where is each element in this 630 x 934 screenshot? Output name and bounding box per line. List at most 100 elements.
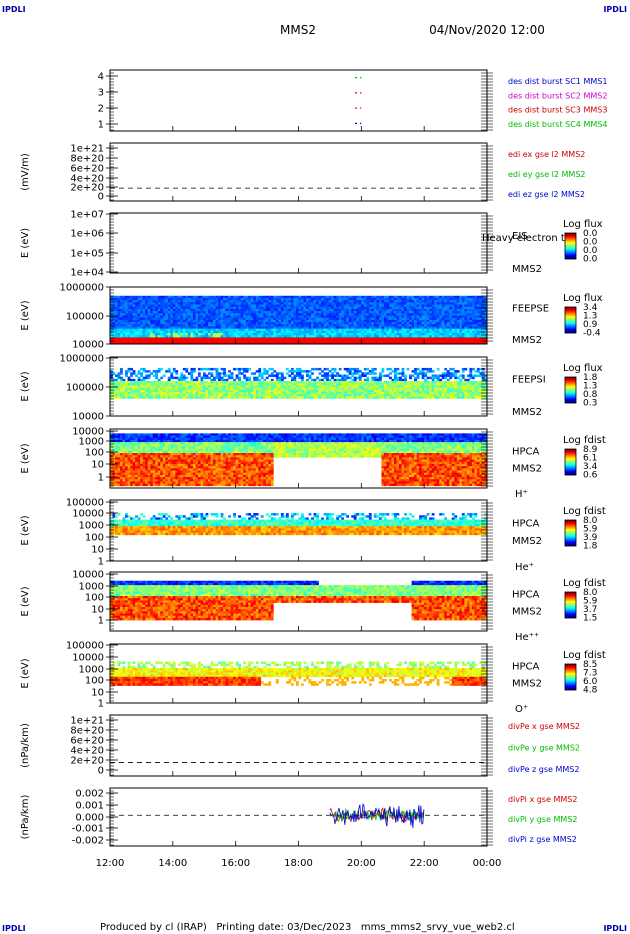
panel-3-spectrogram-cell — [424, 311, 427, 314]
panel-4-spectrogram-cell — [328, 381, 332, 384]
panel-3-spectrogram-cell — [419, 304, 422, 308]
panel-3-spectrogram-cell — [185, 328, 189, 332]
panel-3-spectrogram-cell — [137, 333, 141, 336]
panel-3-spectrogram-cell — [147, 313, 151, 316]
panel-3-spectrogram-cell — [208, 295, 211, 299]
panel-3-spectrogram-cell — [223, 330, 226, 334]
panel-3-spectrogram-cell — [409, 304, 412, 308]
panel-3-spectrogram-cell — [110, 337, 113, 340]
panel-3-spectrogram-cell — [137, 306, 141, 310]
panel-3-spectrogram-cell — [454, 333, 458, 336]
panel-3-spectrogram-cell — [130, 315, 133, 318]
panel-3-spectrogram-cell — [383, 319, 387, 323]
panel-3-spectrogram-cell — [268, 330, 272, 334]
panel-3-spectrogram-cell — [434, 311, 438, 314]
panel-3-spectrogram-cell — [165, 324, 169, 327]
panel-3-spectrogram-cell — [115, 319, 118, 323]
panel-3-spectrogram-cell — [406, 339, 410, 343]
panel-4-spectrogram-cell — [293, 391, 297, 395]
panel-3-spectrogram-cell — [125, 333, 128, 336]
panel-3-spectrogram-cell — [421, 317, 425, 321]
panel-4-spectrogram-cell — [265, 383, 269, 386]
panel-3-spectrogram-cell — [404, 308, 407, 312]
panel-3-spectrogram-cell — [255, 333, 259, 336]
panel-3-spectrogram-cell — [371, 333, 375, 336]
panel-3-spectrogram-cell — [481, 337, 485, 340]
panel-3-spectrogram-cell — [200, 328, 204, 332]
panel-4-spectrogram-cell — [343, 374, 347, 377]
panel-3-spectrogram-cell — [429, 315, 432, 318]
panel-4-spectrogram-cell — [230, 396, 234, 399]
panel-3-spectrogram-cell — [466, 313, 470, 316]
panel-3-spectrogram-cell — [243, 297, 247, 301]
panel-3-spectrogram-cell — [192, 341, 196, 345]
panel-4-spectrogram-cell — [474, 385, 478, 388]
panel-3-spectrogram-cell — [248, 315, 252, 318]
panel-3-spectrogram-cell — [197, 341, 201, 345]
panel-3-spectrogram-cell — [187, 326, 191, 329]
panel-3-spectrogram-cell — [306, 306, 309, 310]
panel-3-spectrogram-cell — [255, 313, 259, 316]
panel-4-spectrogram-cell — [416, 376, 420, 380]
panel-4-spectrogram-cell — [323, 381, 327, 384]
panel-4-spectrogram-cell — [316, 391, 319, 395]
panel-3-spectrogram-cell — [356, 317, 360, 321]
panel-3-spectrogram-cell — [456, 319, 460, 323]
panel-3-spectrogram-cell — [298, 339, 302, 343]
panel-4-spectrogram-cell — [376, 387, 380, 391]
panel-3-spectrogram-cell — [391, 333, 395, 336]
panel-3-spectrogram-cell — [371, 341, 375, 345]
panel-3-spectrogram-cell — [434, 322, 438, 325]
panel-3-spectrogram-cell — [388, 297, 392, 301]
panel-3-spectrogram-cell — [180, 326, 184, 329]
panel-3-spectrogram-cell — [165, 333, 169, 336]
panel-3-spectrogram-cell — [321, 328, 324, 332]
panel-4-spectrogram-cell — [208, 367, 211, 371]
panel-3-spectrogram-cell — [318, 306, 322, 310]
panel-4-spectrogram-cell — [185, 396, 189, 399]
panel-3-spectrogram-cell — [469, 300, 473, 303]
panel-4-spectrogram-cell — [243, 389, 247, 393]
panel-3-spectrogram-cell — [474, 335, 478, 338]
panel-3-spectrogram-cell — [200, 300, 204, 303]
panel-3-spectrogram-cell — [177, 335, 181, 338]
panel-3-spectrogram-cell — [243, 330, 247, 334]
panel-3-spectrogram-cell — [142, 335, 146, 338]
panel-3-spectrogram-cell — [356, 308, 360, 312]
panel-4-spectrogram-cell — [197, 367, 201, 371]
panel-3-spectrogram-cell — [205, 319, 209, 323]
panel-3-spectrogram-cell — [298, 322, 302, 325]
panel-3-spectrogram-cell — [361, 330, 365, 334]
panel-3-spectrogram-cell — [308, 333, 312, 336]
panel-3-spectrogram-cell — [152, 326, 156, 329]
panel-4-spectrogram-cell — [192, 385, 196, 388]
panel-3-spectrogram-cell — [464, 322, 468, 325]
panel-4-spectrogram-cell — [313, 378, 317, 382]
panel-3-spectrogram-cell — [238, 315, 241, 318]
panel-4-spectrogram-cell — [368, 385, 372, 388]
panel-3-spectrogram-cell — [117, 313, 121, 316]
panel-3-spectrogram-cell — [424, 337, 427, 340]
panel-4-spectrogram-cell — [240, 385, 244, 388]
panel-3-spectrogram-cell — [348, 302, 352, 305]
panel-3-spectrogram-cell — [255, 295, 259, 299]
panel-4-spectrogram-cell — [358, 385, 362, 388]
panel-3-spectrogram-cell — [268, 339, 272, 343]
panel-3-spectrogram-cell — [233, 308, 236, 312]
panel-4-spectrogram-cell — [265, 376, 269, 380]
panel-3-spectrogram-cell — [401, 341, 405, 345]
panel-3-spectrogram-cell — [140, 337, 143, 340]
panel-4-spectrogram-cell — [346, 387, 350, 391]
panel-3-spectrogram-cell — [476, 308, 480, 312]
panel-3-spectrogram-cell — [444, 337, 448, 340]
panel-3-spectrogram-cell — [378, 333, 382, 336]
panel-3-spectrogram-cell — [464, 315, 468, 318]
panel-3-spectrogram-cell — [197, 324, 201, 327]
panel-4-spectrogram-cell — [215, 370, 219, 373]
panel-3-spectrogram-cell — [348, 317, 352, 321]
panel-4-spectrogram-cell — [235, 381, 239, 384]
panel-5-spectrogram-cell — [110, 461, 113, 465]
panel-4-spectrogram-cell — [451, 385, 455, 388]
panel-4-spectrogram-cell — [358, 383, 362, 386]
panel-4-spectrogram-cell — [275, 374, 279, 377]
